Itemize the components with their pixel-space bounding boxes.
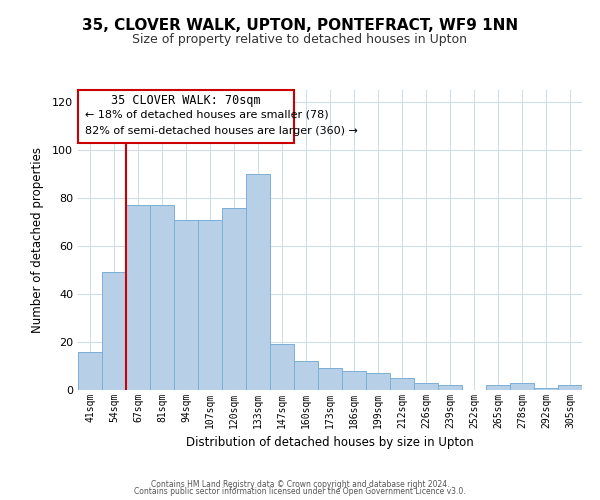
Text: ← 18% of detached houses are smaller (78): ← 18% of detached houses are smaller (78… bbox=[85, 109, 329, 119]
Bar bbox=[534, 388, 558, 390]
Bar bbox=[102, 272, 126, 390]
Bar bbox=[438, 385, 462, 390]
Y-axis label: Number of detached properties: Number of detached properties bbox=[31, 147, 44, 333]
Bar bbox=[366, 373, 390, 390]
Bar bbox=[558, 385, 582, 390]
Text: 35, CLOVER WALK, UPTON, PONTEFRACT, WF9 1NN: 35, CLOVER WALK, UPTON, PONTEFRACT, WF9 … bbox=[82, 18, 518, 32]
Bar bbox=[126, 205, 150, 390]
X-axis label: Distribution of detached houses by size in Upton: Distribution of detached houses by size … bbox=[186, 436, 474, 450]
Bar bbox=[342, 371, 366, 390]
Bar bbox=[390, 378, 414, 390]
Text: Size of property relative to detached houses in Upton: Size of property relative to detached ho… bbox=[133, 32, 467, 46]
Bar bbox=[150, 205, 174, 390]
Text: Contains public sector information licensed under the Open Government Licence v3: Contains public sector information licen… bbox=[134, 488, 466, 496]
Text: 82% of semi-detached houses are larger (360) →: 82% of semi-detached houses are larger (… bbox=[85, 126, 358, 136]
Bar bbox=[414, 383, 438, 390]
FancyBboxPatch shape bbox=[78, 90, 294, 143]
Text: Contains HM Land Registry data © Crown copyright and database right 2024.: Contains HM Land Registry data © Crown c… bbox=[151, 480, 449, 489]
Text: 35 CLOVER WALK: 70sqm: 35 CLOVER WALK: 70sqm bbox=[111, 94, 261, 106]
Bar bbox=[174, 220, 198, 390]
Bar bbox=[78, 352, 102, 390]
Bar bbox=[318, 368, 342, 390]
Bar bbox=[294, 361, 318, 390]
Bar bbox=[198, 220, 222, 390]
Bar bbox=[222, 208, 246, 390]
Bar bbox=[270, 344, 294, 390]
Bar bbox=[510, 383, 534, 390]
Bar bbox=[486, 385, 510, 390]
Bar bbox=[246, 174, 270, 390]
